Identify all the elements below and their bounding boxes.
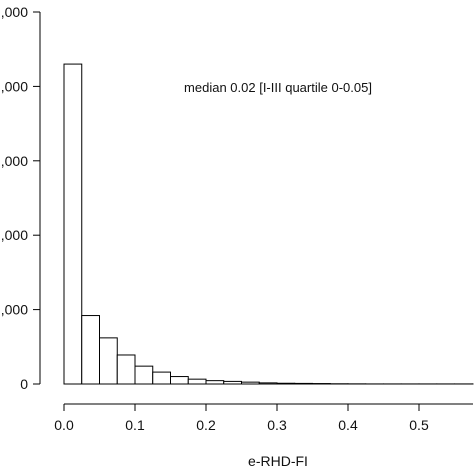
histogram-bar (134, 365, 154, 385)
y-tick-label: ,000 (1, 302, 28, 318)
x-tick-label: 0.2 (196, 417, 216, 433)
histogram-bars (63, 63, 474, 385)
y-tick-label: 0 (20, 376, 28, 392)
x-axis-title: e-RHD-FI (248, 453, 308, 469)
x-tick-label: 0.4 (338, 417, 358, 433)
median-annotation: median 0.02 [I-III quartile 0-0.05] (184, 80, 372, 95)
x-tick-label: 0.5 (409, 417, 429, 433)
histogram-bar (205, 380, 225, 385)
y-tick-label: ,000 (1, 153, 28, 169)
histogram-bar (81, 315, 100, 385)
histogram-bar (241, 381, 260, 385)
histogram-bar (152, 371, 171, 385)
histogram-bar (63, 63, 83, 385)
histogram-bar (187, 378, 207, 385)
histogram-bar (294, 382, 313, 385)
histogram-bar (116, 354, 136, 385)
y-tick-label: ,000 (1, 4, 28, 20)
x-tick-label: 0.1 (125, 417, 145, 433)
histogram-bar (170, 376, 189, 385)
x-tick-label: 0.3 (267, 417, 287, 433)
y-tick-label: ,000 (1, 78, 28, 94)
y-axis: 0 ,000 ,000 ,000 ,000 ,000 (1, 4, 41, 392)
histogram-bar (276, 382, 296, 385)
x-axis: 0.0 0.1 0.2 0.3 0.4 0.5 (54, 403, 473, 433)
x-tick-label: 0.0 (54, 417, 74, 433)
histogram-bar (99, 337, 118, 385)
histogram-bar (258, 382, 278, 385)
y-tick-label: ,000 (1, 227, 28, 243)
histogram-bar (223, 380, 242, 385)
